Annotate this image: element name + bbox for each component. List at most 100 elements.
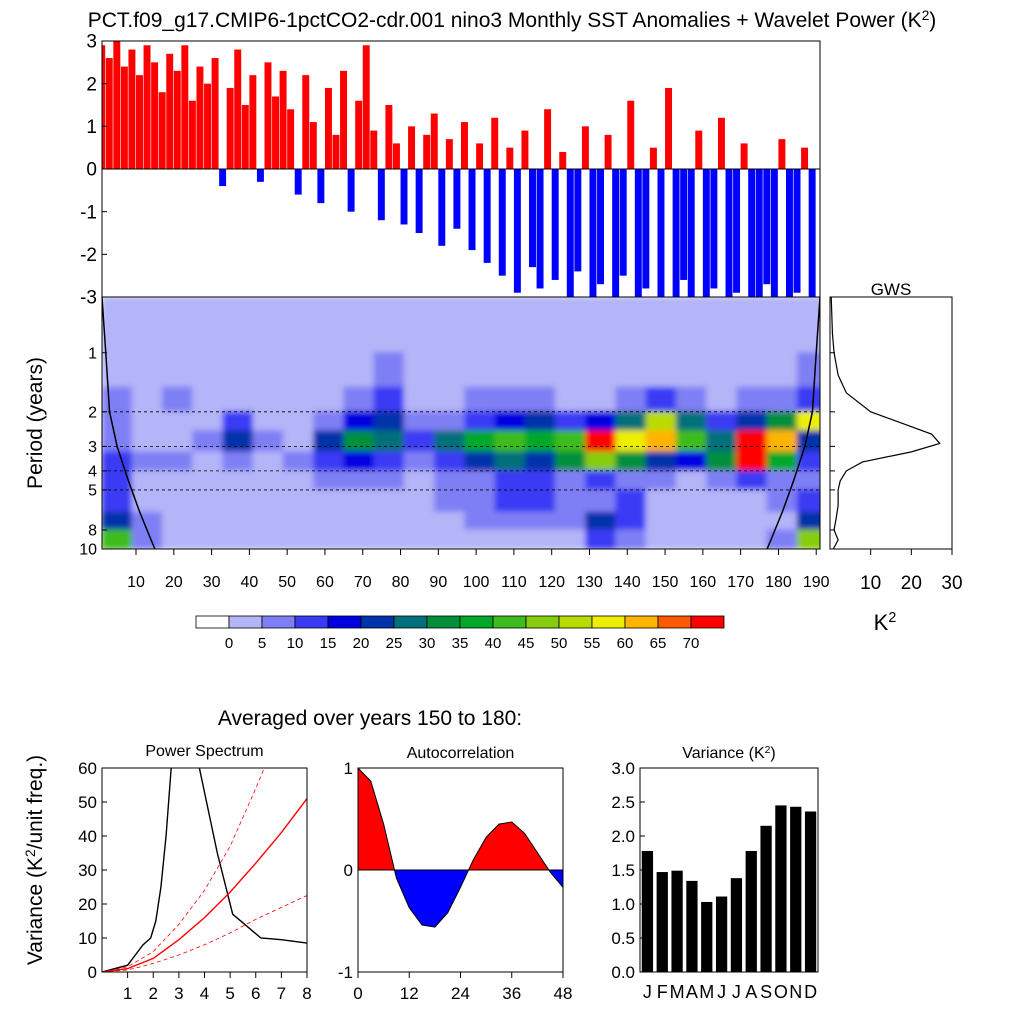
power-cell xyxy=(645,470,677,491)
power-cell xyxy=(585,489,617,513)
colorbar-label: 55 xyxy=(584,635,601,652)
x-tick-label: 90 xyxy=(429,574,447,591)
x-tick-label: 130 xyxy=(576,574,603,591)
power-cell xyxy=(615,411,647,432)
power-cell xyxy=(615,430,647,453)
bar xyxy=(430,113,438,169)
bar xyxy=(775,805,787,972)
y-tick-label: 50 xyxy=(78,793,97,812)
colorbar-label: 60 xyxy=(617,635,634,652)
x-tick-label: 12 xyxy=(400,984,419,1003)
power-cell xyxy=(252,489,284,513)
y-tick-label: 2.0 xyxy=(611,827,635,846)
power-cell xyxy=(645,386,677,413)
power-cell xyxy=(403,489,436,513)
y-tick-label: 1 xyxy=(86,117,97,138)
bar xyxy=(173,70,181,169)
power-cell xyxy=(706,489,738,513)
power-cell xyxy=(343,529,375,549)
bar xyxy=(808,169,816,297)
bar xyxy=(483,169,491,263)
power-cell xyxy=(464,529,496,549)
power-cell xyxy=(675,386,708,413)
bar xyxy=(423,134,431,169)
power-cell xyxy=(645,489,677,513)
power-cell xyxy=(313,297,345,354)
bar xyxy=(559,151,567,169)
bar xyxy=(748,169,756,297)
power-cell xyxy=(282,489,315,513)
bar xyxy=(778,139,786,169)
power-cell xyxy=(102,529,133,549)
power-cell xyxy=(766,411,798,432)
colorbar-label: 10 xyxy=(287,635,304,652)
power-cell xyxy=(524,430,556,453)
bar xyxy=(400,169,408,225)
contour-fill xyxy=(102,297,820,549)
bar xyxy=(287,109,295,169)
y-tick-label: 60 xyxy=(78,759,97,778)
plot-area xyxy=(830,297,941,549)
plot-frame xyxy=(639,767,819,973)
power-cell xyxy=(102,470,133,491)
colorbar-label: 40 xyxy=(485,635,502,652)
bar xyxy=(529,169,536,268)
power-cell xyxy=(192,430,224,453)
power-cell xyxy=(464,430,496,453)
power-cell xyxy=(192,411,224,432)
power-cell xyxy=(282,511,315,531)
power-cell xyxy=(645,451,677,472)
bar xyxy=(760,825,772,972)
power-cell xyxy=(736,430,768,453)
bar xyxy=(715,896,728,972)
colorbar-box xyxy=(393,615,428,629)
superscript: 2 xyxy=(765,745,771,756)
power-cell xyxy=(222,511,254,531)
power-cell xyxy=(403,529,436,549)
y-tick-label: 8 xyxy=(88,523,97,540)
power-cell xyxy=(373,511,405,531)
bar xyxy=(324,87,332,169)
power-cell xyxy=(554,352,587,388)
bar xyxy=(279,70,287,169)
power-cell xyxy=(131,352,163,388)
y-tick-label: 3.0 xyxy=(611,759,635,778)
bar xyxy=(701,901,713,972)
power-cell xyxy=(766,470,798,491)
power-cell xyxy=(282,386,315,413)
power-cell xyxy=(736,411,768,432)
power-cell xyxy=(585,511,617,531)
bar xyxy=(498,169,506,276)
power-cell xyxy=(796,470,820,491)
power-cell xyxy=(524,511,556,531)
power-cell xyxy=(645,411,677,432)
power-cell xyxy=(494,489,526,513)
superscript: 2 xyxy=(888,610,896,626)
x-tick-label: 8 xyxy=(302,984,311,1003)
power-cell xyxy=(645,297,677,354)
bar xyxy=(686,880,698,972)
power-cell xyxy=(343,470,375,491)
chart-title: Power Spectrum xyxy=(145,743,263,760)
power-cell xyxy=(554,411,587,432)
power-cell xyxy=(585,352,617,388)
colorbar-label: 30 xyxy=(419,635,436,652)
power-cell xyxy=(706,451,738,472)
y-tick-label: -3 xyxy=(80,288,97,309)
power-cell xyxy=(161,529,194,549)
colorbar-box xyxy=(261,615,296,629)
power-cell xyxy=(706,297,738,354)
bar xyxy=(294,169,302,195)
power-cell xyxy=(434,297,466,354)
bar xyxy=(740,143,748,169)
bar xyxy=(143,45,151,170)
y-axis-label: Period (years) xyxy=(24,357,47,489)
y-tick-label: 1 xyxy=(88,345,97,362)
bar xyxy=(642,169,650,289)
colorbar-label: 0 xyxy=(225,635,233,652)
power-cell xyxy=(736,297,768,354)
y-tick-label: 0 xyxy=(344,861,353,880)
y-tick-label: 3 xyxy=(88,439,97,456)
power-cell xyxy=(102,297,133,354)
bar xyxy=(763,169,771,285)
